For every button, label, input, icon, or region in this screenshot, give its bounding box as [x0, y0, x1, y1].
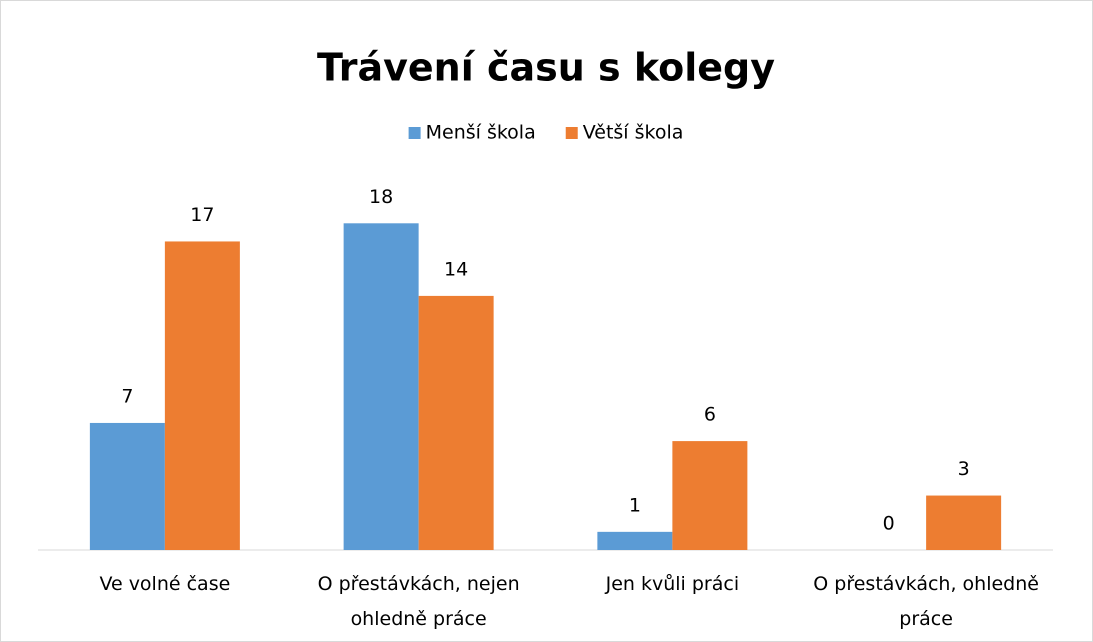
x-tick-label: Jen kvůli práci: [605, 573, 740, 595]
bar: [418, 295, 494, 550]
data-label: 14: [444, 258, 468, 280]
bar: [672, 441, 748, 550]
legend-swatch: [408, 127, 421, 139]
data-label: 17: [190, 204, 214, 226]
bar: [343, 223, 419, 551]
bar: [926, 495, 1002, 550]
x-tick-label: O přestávkách, ohledně práce: [813, 573, 1039, 630]
bar: [164, 241, 240, 550]
chart-title: Trávení času s kolegy: [317, 46, 775, 90]
x-tick-label: O přestávkách, nejen ohledně práce: [317, 573, 520, 630]
legend-swatch: [565, 127, 578, 139]
x-tick-label: Ve volné čase: [99, 573, 231, 595]
legend-label: Větší škola: [583, 122, 684, 144]
bar: [597, 531, 673, 550]
data-label: 18: [369, 186, 393, 208]
data-label: 1: [629, 494, 641, 516]
data-label: 3: [958, 458, 970, 480]
data-label: 7: [121, 385, 133, 407]
data-label: 0: [883, 513, 895, 535]
legend-label: Menší škola: [426, 122, 536, 144]
data-label: 6: [704, 404, 716, 426]
bar: [89, 422, 165, 550]
